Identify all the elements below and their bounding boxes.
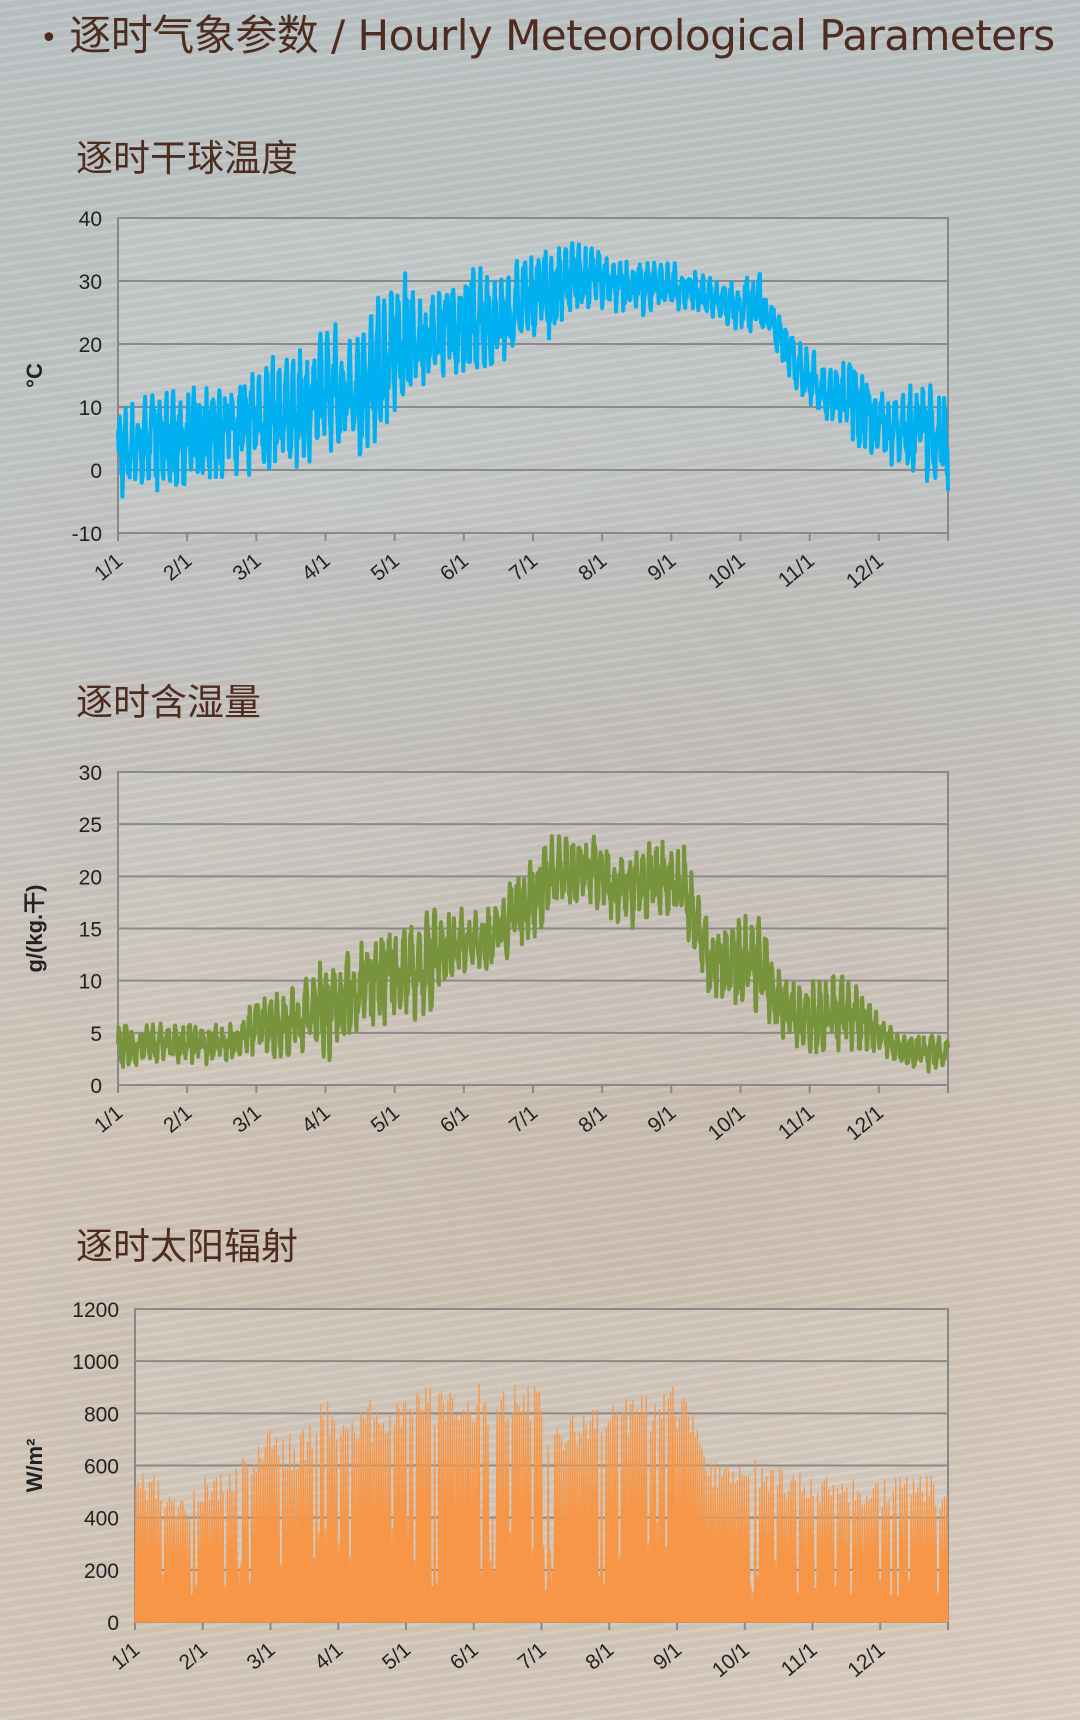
- x-tick-label: 8/1: [574, 549, 611, 585]
- humidity-chart-title: 逐时含湿量: [76, 681, 261, 724]
- x-tick-label: 1/1: [107, 1638, 144, 1674]
- x-tick-label: 5/1: [367, 1101, 404, 1137]
- x-tick-label: 2/1: [159, 549, 196, 585]
- temperature-chart: -10 0 10 20 30 40 °C 1/1 2/1 3/1 4/1 5/1 6/1 7/1 8/1 9/…: [22, 208, 950, 593]
- y-tick-label: 1000: [72, 1351, 119, 1374]
- y-axis-label: W/m²: [22, 1439, 47, 1493]
- y-tick-label: 5: [90, 1023, 102, 1046]
- x-tick-label: 11/1: [774, 549, 819, 592]
- x-tick-label: 1/1: [90, 1101, 127, 1137]
- x-tick-label: 12/1: [842, 1101, 888, 1145]
- y-axis-label: g/(kg.干): [22, 885, 47, 973]
- y-tick-label: 20: [79, 334, 102, 357]
- y-tick-label: 200: [84, 1560, 119, 1583]
- x-tick-label: 3/1: [243, 1638, 280, 1674]
- y-tick-label: 0: [90, 460, 102, 483]
- page-heading-text: 逐时气象参数 / Hourly Meteorological Parameter…: [69, 11, 1055, 60]
- x-tick-label: 9/1: [643, 549, 680, 585]
- x-tick-label: 8/1: [581, 1638, 618, 1674]
- x-tick-label: 10/1: [704, 1101, 750, 1145]
- x-tick-label: 10/1: [708, 1638, 754, 1682]
- y-tick-label: 25: [79, 814, 102, 837]
- x-tick-label: 12/1: [843, 1638, 889, 1682]
- series-line: [116, 834, 950, 1074]
- x-tick-label: 11/1: [774, 1101, 819, 1144]
- y-tick-label: 15: [79, 919, 102, 942]
- x-tick-label: 8/1: [574, 1101, 611, 1137]
- x-tick-label: 6/1: [446, 1638, 483, 1674]
- y-tick-label: 10: [79, 971, 102, 994]
- x-tick-label: 6/1: [436, 1101, 473, 1137]
- series-area: [134, 1383, 949, 1623]
- x-tick-label: 5/1: [367, 549, 404, 585]
- bullet-icon: •: [40, 21, 58, 56]
- x-tick-label: 1/1: [90, 549, 127, 585]
- x-tick-label: 6/1: [436, 549, 473, 585]
- y-tick-label: 10: [79, 397, 102, 420]
- x-tick-label: 4/1: [298, 549, 335, 585]
- y-tick-label: 30: [79, 271, 102, 294]
- humidity-chart: 0 5 10 15 20 25 30 g/(kg.干) 1/1 2/1 3/1 4/1 5/1 6/1 7/…: [22, 762, 950, 1145]
- x-tick-label: 7/1: [514, 1638, 551, 1674]
- x-tick-label: 5/1: [378, 1638, 415, 1674]
- y-tick-label: 0: [107, 1612, 119, 1635]
- y-tick-label: 0: [90, 1075, 102, 1098]
- x-tick-label: 9/1: [643, 1101, 680, 1137]
- y-axis-label: °C: [22, 363, 47, 388]
- x-tick-label: 10/1: [704, 549, 750, 593]
- x-tick-label: 11/1: [777, 1638, 822, 1681]
- x-tick-label: 9/1: [649, 1638, 686, 1674]
- x-tick-label: 7/1: [505, 549, 542, 585]
- x-tick-label: 2/1: [159, 1101, 196, 1137]
- x-tick-label: 4/1: [298, 1101, 335, 1137]
- x-tick-label: 4/1: [310, 1638, 347, 1674]
- radiation-chart: 0 200 400 600 800 1000 1200 W/m² 1/1 2/1 3/1 4/1 5/1…: [22, 1299, 949, 1682]
- temperature-chart-title: 逐时干球温度: [76, 137, 298, 180]
- y-tick-label: 600: [84, 1456, 119, 1479]
- x-tick-label: 3/1: [228, 549, 265, 585]
- y-tick-label: 1200: [72, 1299, 119, 1322]
- y-tick-label: 800: [84, 1403, 119, 1426]
- x-tick-label: 2/1: [175, 1638, 212, 1674]
- y-tick-label: 30: [79, 762, 102, 785]
- radiation-chart-title: 逐时太阳辐射: [76, 1225, 298, 1268]
- x-tick-label: 12/1: [842, 549, 888, 593]
- x-tick-label: 7/1: [505, 1101, 542, 1137]
- page-heading: • 逐时气象参数 / Hourly Meteorological Paramete…: [40, 2, 1055, 63]
- y-tick-label: 400: [84, 1508, 119, 1531]
- series-line: [116, 241, 950, 499]
- y-tick-label: 40: [79, 208, 102, 231]
- x-tick-label: 3/1: [228, 1101, 265, 1137]
- y-tick-label: 20: [79, 866, 102, 889]
- y-tick-label: -10: [72, 523, 102, 546]
